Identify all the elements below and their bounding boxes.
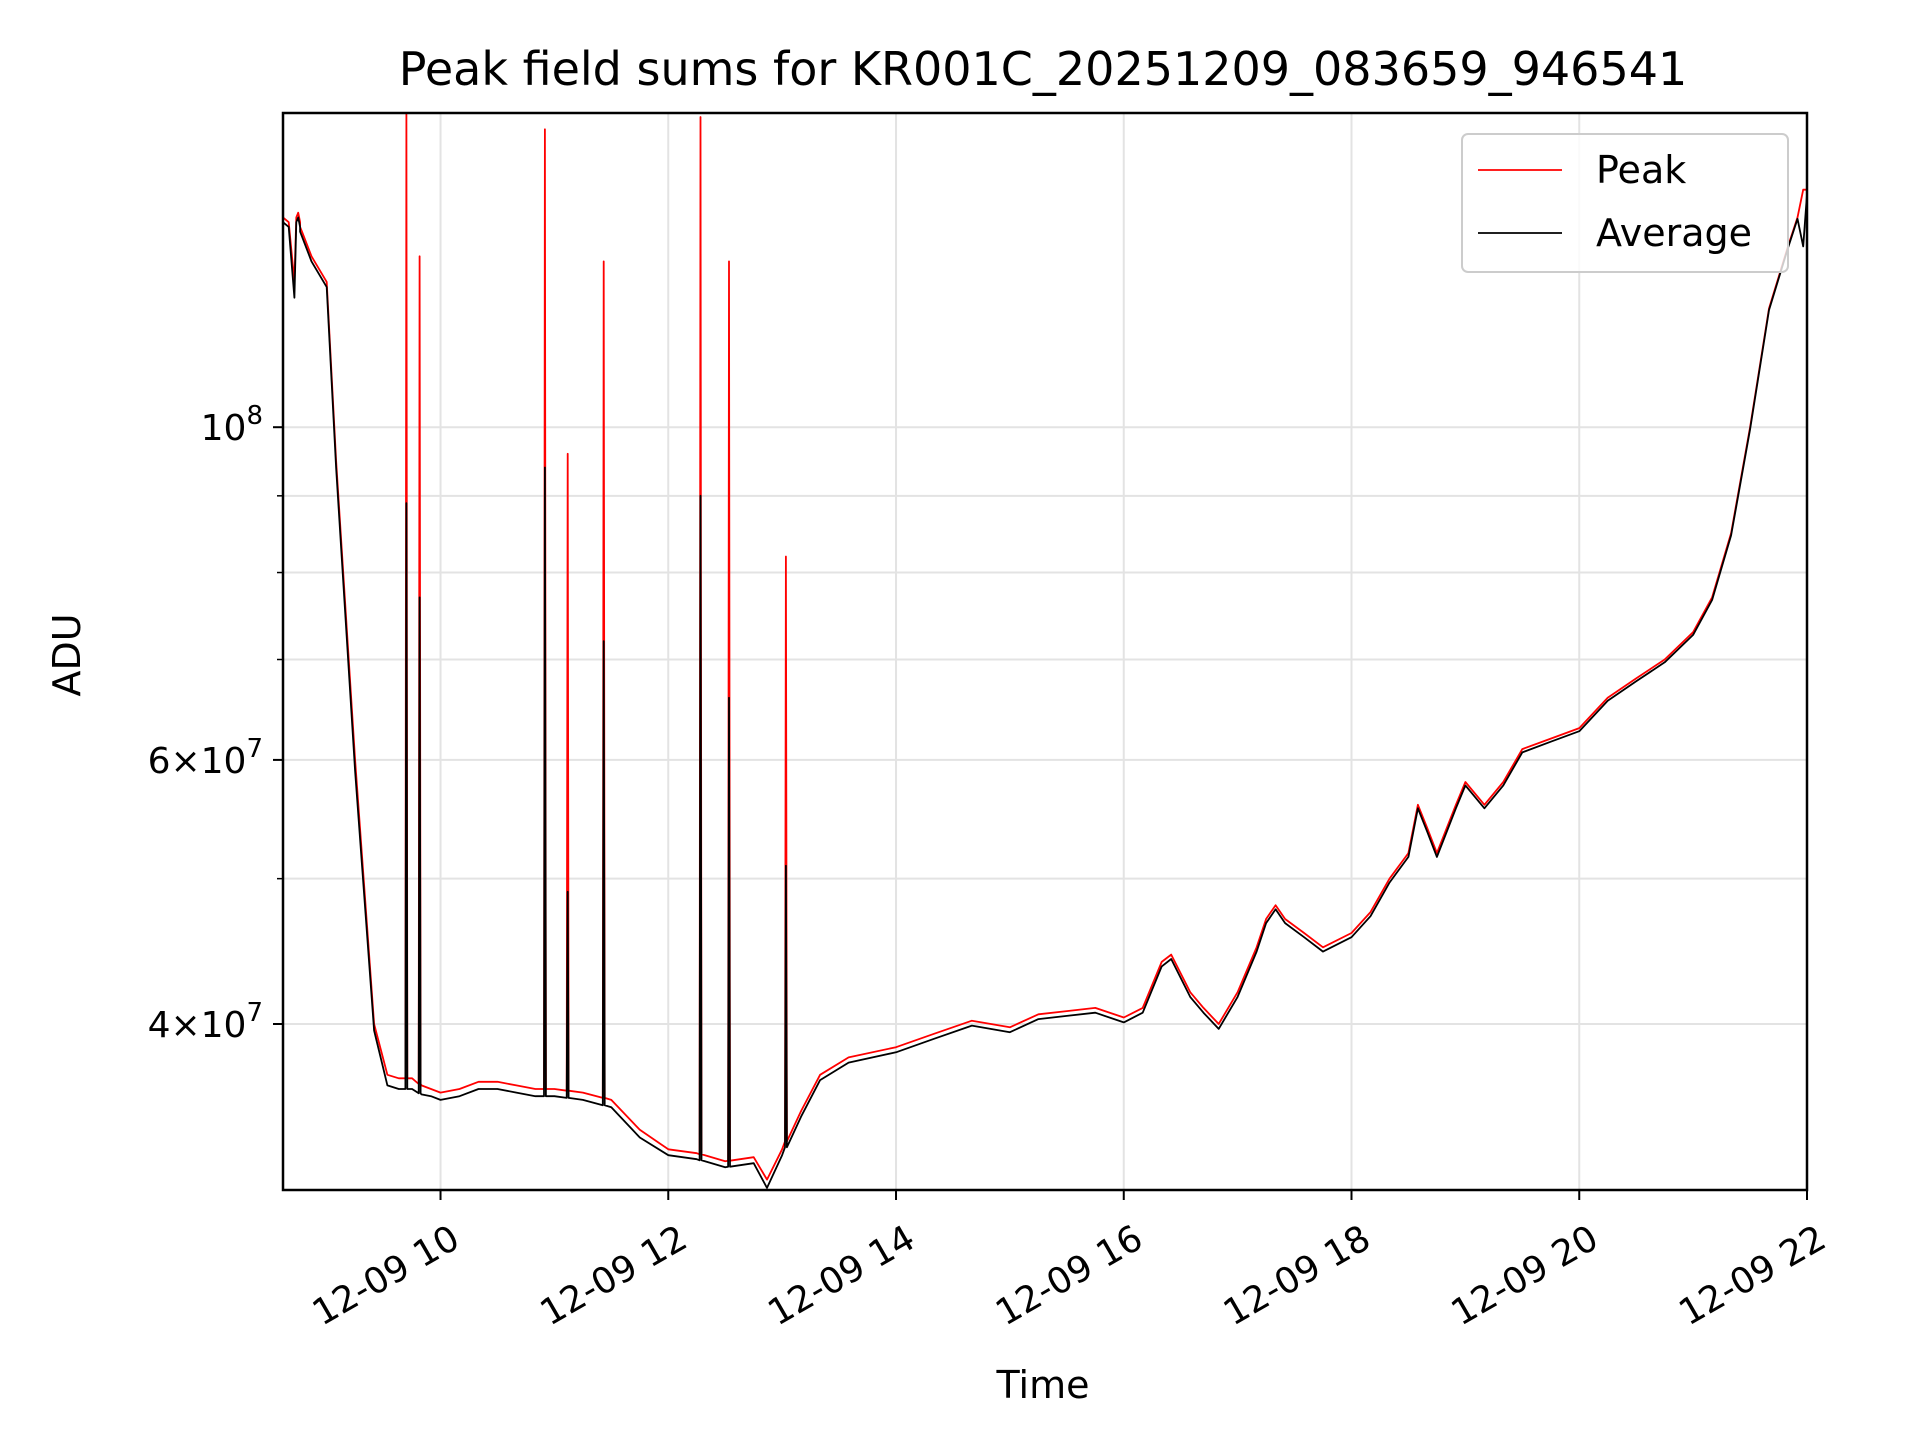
legend-peak-label: Peak: [1596, 148, 1686, 192]
y-tick-label: 4×107: [148, 998, 263, 1046]
y-axis-label: ADU: [45, 613, 89, 696]
chart-title: Peak field sums for KR001C_20251209_0836…: [399, 42, 1688, 96]
legend-box: [1461, 133, 1789, 273]
series-line-average: [282, 194, 1808, 1189]
axes-frame: [281, 111, 1809, 1192]
legend-average-label: Average: [1596, 211, 1752, 255]
y-tick-label: 6×107: [148, 734, 263, 782]
legend: Peak Average: [1461, 133, 1789, 273]
grid: [283, 113, 1808, 1190]
plot-area: [282, 112, 1808, 1189]
x-axis-label: Time: [996, 1363, 1090, 1407]
